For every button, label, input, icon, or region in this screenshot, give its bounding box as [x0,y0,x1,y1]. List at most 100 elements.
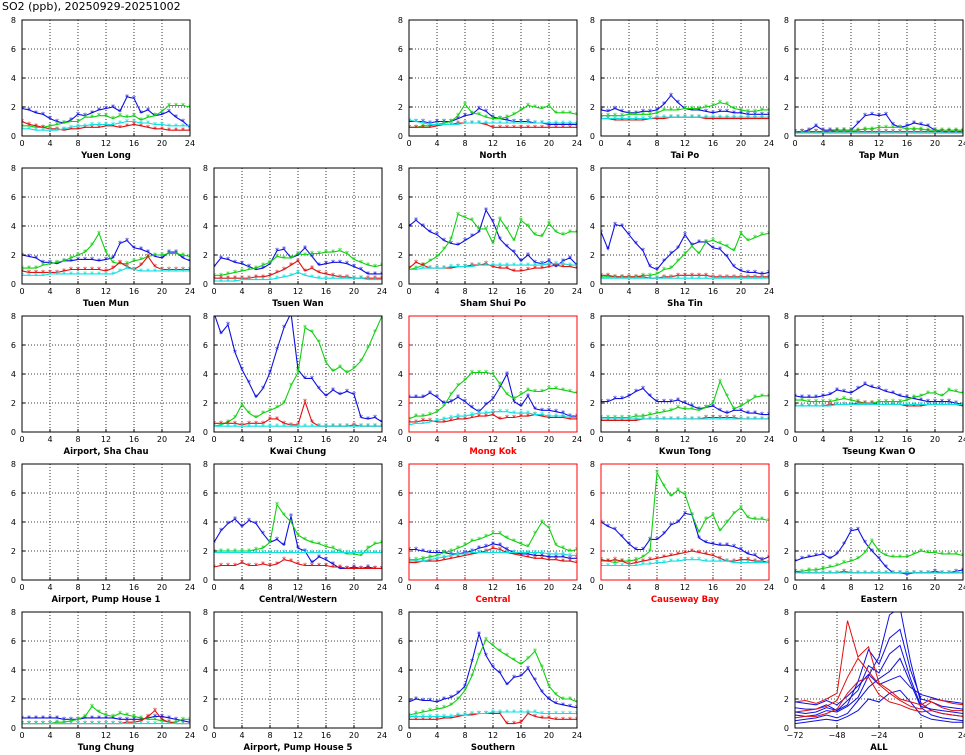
data-point-marker: * [676,550,680,559]
data-point-marker: * [613,562,617,571]
data-point-marker: * [83,712,87,721]
data-point-marker: * [27,268,31,277]
data-point-marker: * [407,393,411,402]
data-point-marker: * [289,309,293,318]
series-line-green [409,521,577,561]
station-title: Airport, Pump House 5 [244,743,353,753]
data-point-marker: * [174,250,178,259]
data-point-marker: * [697,415,701,424]
data-point-marker: * [870,569,874,578]
data-point-marker: * [435,418,439,427]
station-title: Tuen Mun [83,299,129,309]
data-point-marker: * [421,557,425,566]
data-point-marker: * [366,422,370,431]
data-point-marker: * [620,395,624,404]
series-line-blue [22,96,190,128]
data-point-marker: * [676,113,680,122]
data-point-marker: * [97,120,101,129]
data-point-marker: * [345,550,349,559]
data-point-marker: * [540,232,544,241]
data-point-marker: * [268,422,272,431]
data-point-marker: * [613,104,617,113]
data-point-marker: * [863,129,867,138]
data-point-marker: * [800,128,804,137]
x-tick-label: 16 [129,435,139,444]
data-point-marker: * [533,647,537,656]
data-point-marker: * [484,400,488,409]
data-point-marker: * [76,715,80,724]
data-point-marker: * [20,122,24,131]
data-point-marker: * [477,104,481,113]
data-point-marker: * [48,125,52,134]
data-point-marker: * [912,395,916,404]
data-point-marker: * [366,276,370,285]
data-point-marker: * [153,707,157,716]
data-point-marker: * [428,416,432,425]
data-point-marker: * [884,400,888,409]
data-point-marker: * [547,414,551,423]
data-point-marker: * [575,120,579,129]
data-point-marker: * [547,406,551,415]
x-tick-label: 24 [572,139,582,148]
data-point-marker: * [746,107,750,116]
data-point-marker: * [139,715,143,724]
data-point-marker: * [568,412,572,421]
data-point-marker: * [463,711,467,720]
data-point-marker: * [125,118,129,127]
data-point-marker: * [767,273,771,282]
data-point-marker: * [505,225,509,234]
data-point-marker: * [261,422,265,431]
data-point-marker: * [725,392,729,401]
data-point-marker: * [310,264,314,273]
series-line-green [795,539,963,572]
data-point-marker: * [345,274,349,283]
data-point-marker: * [181,715,185,724]
data-point-marker: * [90,266,94,275]
data-point-marker: * [153,252,157,261]
data-point-marker: * [442,120,446,129]
data-point-marker: * [575,264,579,273]
data-point-marker: * [484,548,488,557]
data-point-marker: * [62,270,66,279]
data-point-marker: * [821,398,825,407]
x-tick-label: 24 [377,287,387,296]
data-point-marker: * [125,237,129,246]
data-point-marker: * [90,113,94,122]
x-tick-label: 0 [598,139,603,148]
data-point-marker: * [247,263,251,272]
data-point-marker: * [456,712,460,721]
data-point-marker: * [55,718,59,727]
data-point-marker: * [407,264,411,273]
data-point-marker: * [568,119,572,128]
y-tick-label: 4 [398,222,403,231]
x-tick-label: 4 [47,731,52,740]
x-tick-label: 16 [516,435,526,444]
data-point-marker: * [620,115,624,124]
data-point-marker: * [139,717,143,726]
data-point-marker: * [491,119,495,128]
data-point-marker: * [407,415,411,424]
data-point-marker: * [97,714,101,723]
data-point-marker: * [282,399,286,408]
data-point-marker: * [373,548,377,557]
data-point-marker: * [519,261,523,270]
data-point-marker: * [303,251,307,260]
data-point-marker: * [641,557,645,566]
data-point-marker: * [310,418,314,427]
data-point-marker: * [132,266,136,275]
data-point-marker: * [641,116,645,125]
data-point-marker: * [104,711,108,720]
data-point-marker: * [842,395,846,404]
data-point-marker: * [512,708,516,717]
data-point-marker: * [856,554,860,563]
series-line-blue [601,223,769,275]
data-point-marker: * [634,274,638,283]
data-point-marker: * [275,252,279,261]
data-point-marker: * [606,273,610,282]
y-tick-label: 8 [11,164,16,173]
data-point-marker: * [739,274,743,283]
data-point-marker: * [575,715,579,724]
data-point-marker: * [905,122,909,131]
data-point-marker: * [568,254,572,263]
data-point-marker: * [331,258,335,267]
